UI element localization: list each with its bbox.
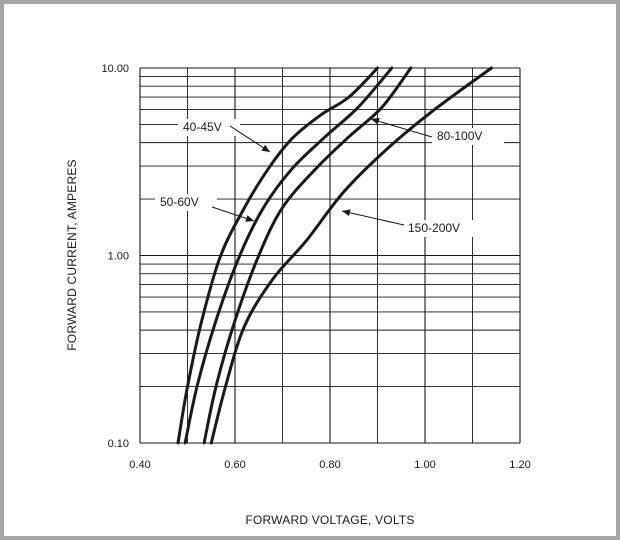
annotation-leader-line [370,118,433,138]
annotation-arrowhead [245,215,254,222]
x-axis-title: FORWARD VOLTAGE, VOLTS [245,513,414,527]
y-tick-label: 10.00 [101,63,129,75]
series-curve-1 [176,66,379,445]
annotation-arrowhead [342,209,351,217]
annotation-label-4: 150-200V [408,221,460,235]
series-curve-3 [202,66,413,445]
annotation-group: 40-45V 50-60V 80-100V 150-200V [155,117,504,237]
curves-group [176,66,493,445]
annotation-leader-line [341,210,405,226]
x-tick-label: 0.60 [224,459,245,471]
x-tick-label: 0.40 [129,459,150,471]
annotation-arrowhead [371,117,380,125]
series-curve-2 [183,66,394,445]
annotation-label-3: 80-100V [437,129,482,143]
y-axis-title: FORWARD CURRENT, AMPERES [65,159,79,351]
annotation-label-2: 50-60V [160,195,199,209]
y-tick-label: 0.10 [108,438,129,450]
x-tick-label: 1.00 [414,459,435,471]
annotation-background [178,119,240,136]
x-tick-label: 1.20 [509,459,530,471]
x-tick-label: 0.80 [319,459,340,471]
annotation-label-1: 40-45V [183,120,222,134]
y-tick-label: 1.00 [108,251,129,263]
annotation-background [155,194,217,211]
series-curve-4 [209,66,493,445]
tick-labels: 0.40 0.60 0.80 1.00 1.20 0.10 1.00 10.00 [101,63,530,471]
annotation-background [403,220,485,237]
annotation-background [432,128,504,145]
annotation-arrowhead [261,144,270,152]
